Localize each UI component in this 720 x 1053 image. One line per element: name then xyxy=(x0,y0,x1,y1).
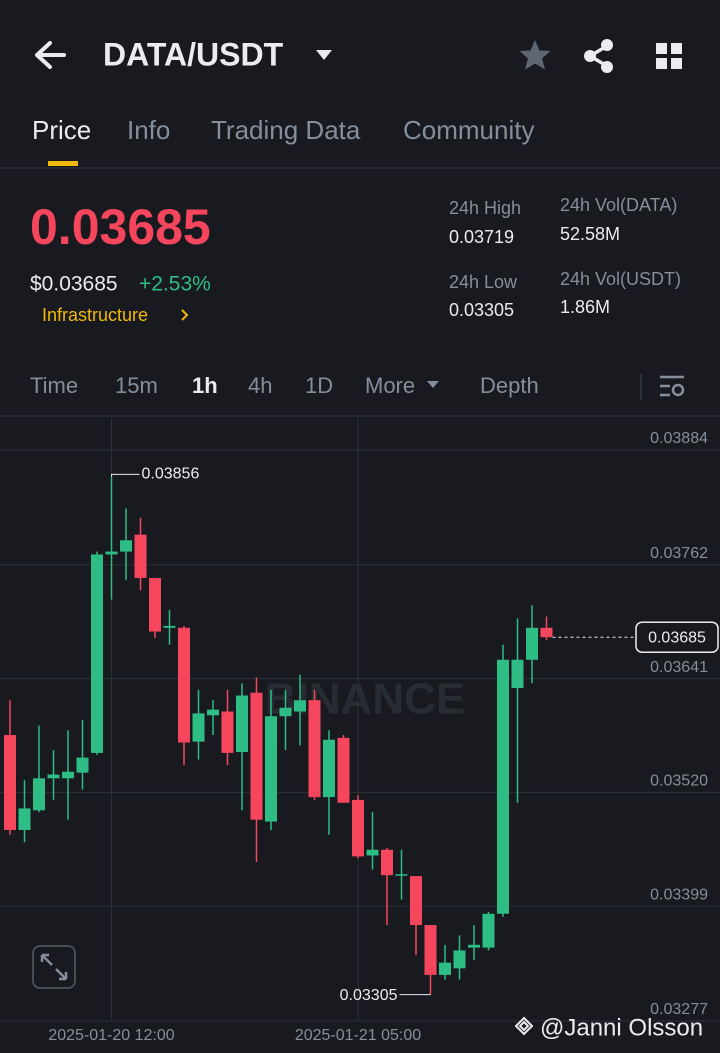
stat-value: 0.03305 xyxy=(449,300,514,320)
candle-body xyxy=(62,771,74,779)
last-price-box xyxy=(635,621,719,653)
candle-body xyxy=(76,757,89,773)
back-button[interactable] xyxy=(35,41,66,69)
candle-body xyxy=(482,913,495,948)
candle-body xyxy=(33,778,45,811)
candle-body xyxy=(4,735,16,831)
last-price: 0.03685 xyxy=(30,199,211,255)
candle-body xyxy=(265,716,277,822)
share-button[interactable] xyxy=(584,39,613,73)
candle-body xyxy=(91,554,103,753)
stat-value: 1.86M xyxy=(560,297,610,317)
interval[interactable]: Depth xyxy=(480,373,539,398)
interval[interactable]: 1D xyxy=(305,373,333,398)
high-label: 0.03856 xyxy=(142,466,200,483)
x-tick-label: 2025-01-20 12:00 xyxy=(48,1027,174,1044)
y-tick-label: 0.03641 xyxy=(650,659,708,676)
tab-indicator xyxy=(48,161,78,166)
more-dropdown[interactable] xyxy=(427,381,439,388)
pair-dropdown[interactable] xyxy=(316,50,332,60)
interval[interactable]: 4h xyxy=(248,373,272,398)
candle-body xyxy=(453,950,466,969)
chart-settings-button[interactable] xyxy=(660,375,685,397)
candle-body xyxy=(105,551,118,555)
pair-title[interactable]: DATA/USDT xyxy=(103,36,284,72)
stat-label: 24h High xyxy=(449,198,521,218)
interval[interactable]: More xyxy=(365,373,415,398)
candle-body xyxy=(497,659,509,914)
y-tick-label: 0.03520 xyxy=(650,773,708,790)
tab[interactable]: Trading Data xyxy=(211,115,361,145)
category-tag[interactable]: Infrastructure xyxy=(42,305,148,325)
candle-body xyxy=(308,700,321,798)
y-tick-label: 0.03884 xyxy=(650,430,708,447)
candle-body xyxy=(221,711,234,753)
stat-value: 52.58M xyxy=(560,224,620,244)
candle-body xyxy=(540,627,553,638)
interval[interactable]: Time xyxy=(30,373,78,398)
candle-body xyxy=(207,709,219,716)
stat-label: 24h Vol(USDT) xyxy=(560,269,681,289)
candle-body xyxy=(468,944,480,948)
stat-value: 0.03719 xyxy=(449,227,514,247)
stat-label: 24h Vol(DATA) xyxy=(560,195,677,215)
tag-arrow[interactable] xyxy=(181,309,189,321)
candle-body xyxy=(381,849,393,876)
tab[interactable]: Price xyxy=(32,115,91,145)
candle-body xyxy=(18,808,31,831)
candle-body xyxy=(395,874,408,876)
candle-body xyxy=(366,849,379,856)
stat-label: 24h Low xyxy=(449,272,518,292)
candle-body xyxy=(178,627,190,743)
y-tick-label: 0.03277 xyxy=(650,1001,708,1018)
tab[interactable]: Info xyxy=(127,115,170,145)
high-marker xyxy=(111,473,140,477)
candle-body xyxy=(294,700,306,712)
candle-body xyxy=(279,707,292,717)
candle-body xyxy=(163,625,176,628)
y-tick-label: 0.03762 xyxy=(650,545,708,562)
candle-body xyxy=(236,695,248,752)
usd-price: $0.03685 xyxy=(30,273,118,296)
x-tick-label: 2025-01-21 05:00 xyxy=(295,1027,421,1044)
candle-body xyxy=(323,739,335,798)
credit-logo xyxy=(514,1016,534,1036)
last-price-label: 0.03685 xyxy=(648,629,706,646)
candle-body xyxy=(337,737,350,803)
candle-body xyxy=(439,962,451,975)
favorite-button[interactable] xyxy=(519,40,551,70)
candle-body xyxy=(526,627,538,660)
interval[interactable]: 15m xyxy=(115,373,158,398)
tab[interactable]: Community xyxy=(403,115,534,145)
candle-body xyxy=(134,534,147,578)
candle-body xyxy=(410,876,422,926)
candle-body xyxy=(424,925,437,975)
fullscreen-button[interactable] xyxy=(32,945,76,989)
price-change: +2.53% xyxy=(139,273,211,296)
watermark: BINANCE xyxy=(265,675,465,724)
candle-body xyxy=(352,799,364,857)
candle-body xyxy=(511,659,524,688)
candle-body xyxy=(192,713,205,742)
low-label: 0.03305 xyxy=(340,987,398,1004)
layout-button[interactable] xyxy=(656,43,682,69)
interval[interactable]: 1h xyxy=(192,373,218,398)
y-tick-label: 0.03399 xyxy=(650,886,708,903)
candlestick-chart: 0.03884 0.03762 0.03641 0.03520 0.03399 0.032… xyxy=(0,418,720,1044)
candle-body xyxy=(149,577,161,632)
candle-body xyxy=(47,774,60,779)
candle-body xyxy=(250,692,263,820)
credit: @Janni Olsson xyxy=(540,1014,703,1041)
candle-body xyxy=(120,540,132,552)
